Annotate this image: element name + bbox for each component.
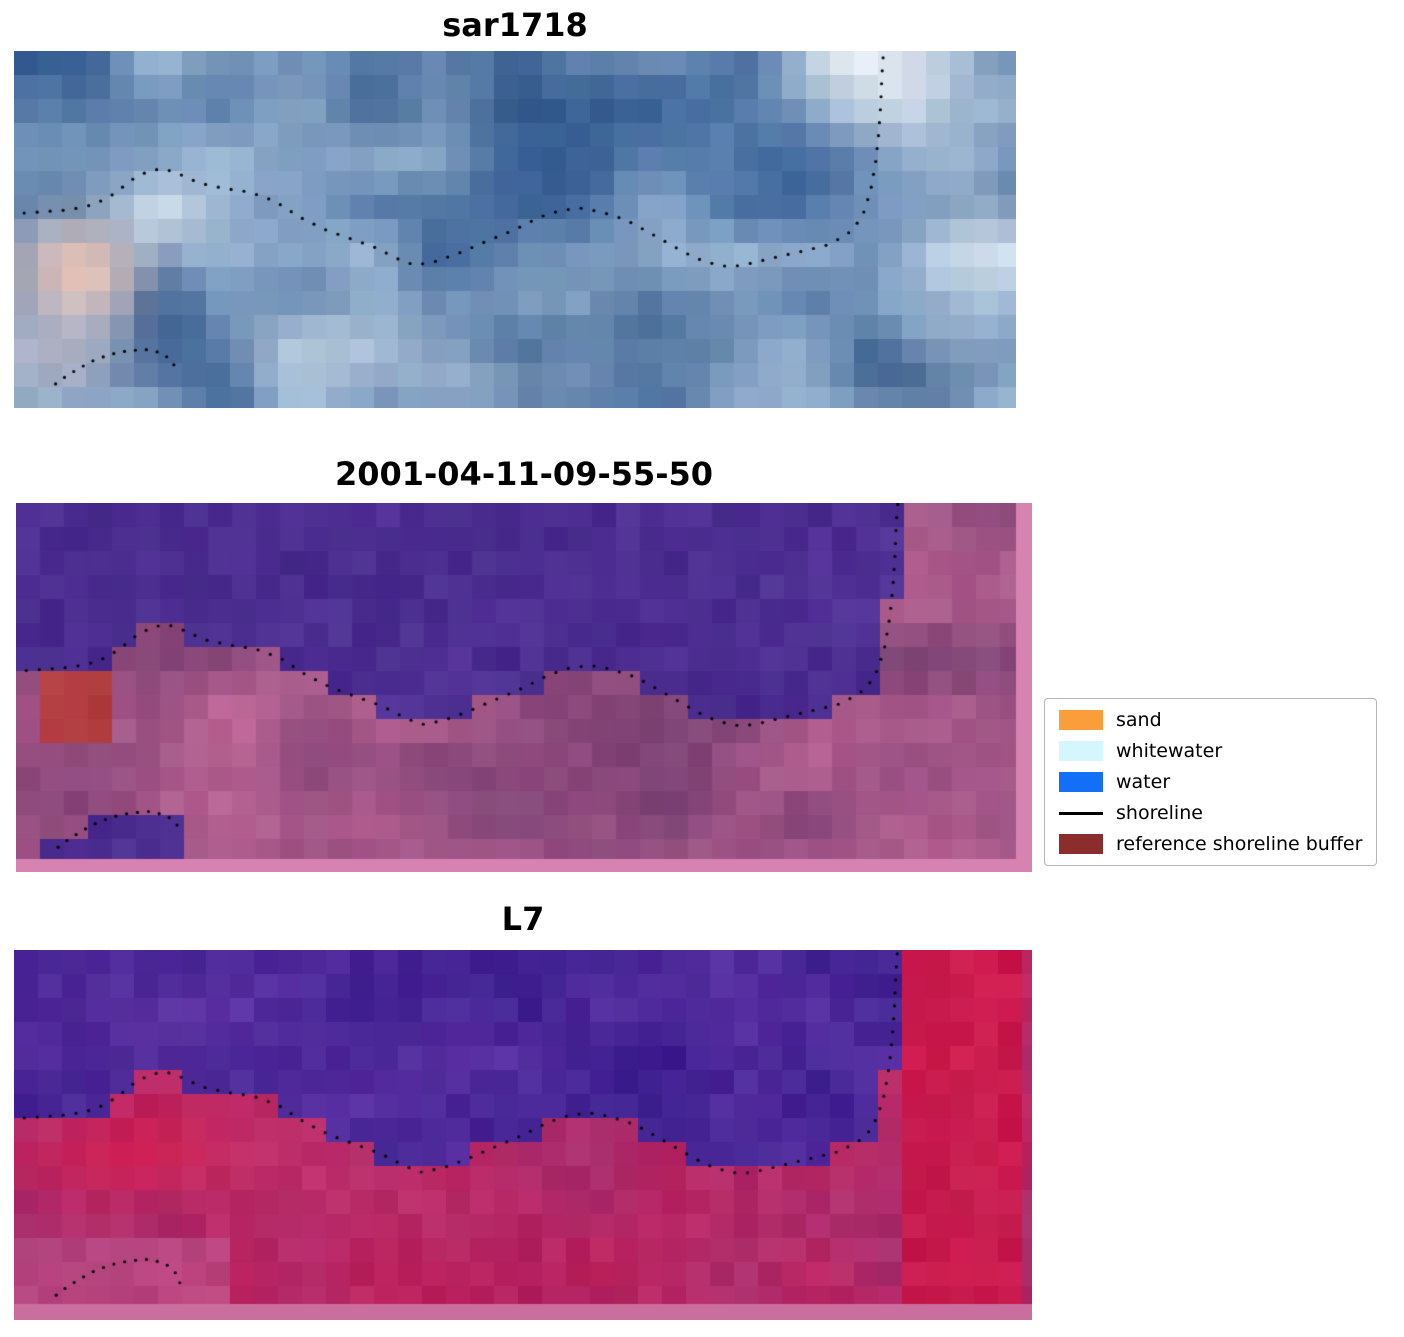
legend: sand whitewater water shoreline reference sh… — [1044, 698, 1378, 866]
legend-label: shoreline — [1116, 802, 1203, 824]
shoreline-line-swatch — [1059, 811, 1103, 815]
panel-canvas-1 — [16, 503, 1032, 872]
legend-item-reference-shoreline-buffer: reference shoreline buffer — [1059, 833, 1362, 855]
panel-canvas-2 — [14, 950, 1032, 1320]
panel-title-0: sar1718 — [442, 6, 588, 44]
whitewater-color-swatch — [1059, 741, 1103, 761]
panel-canvas-0 — [14, 51, 1016, 408]
reference-shoreline-buffer-color-swatch — [1059, 834, 1103, 854]
legend-label: water — [1116, 771, 1171, 793]
panel-title-1: 2001-04-11-09-55-50 — [334, 455, 714, 493]
legend-label: whitewater — [1116, 740, 1223, 762]
water-color-swatch — [1059, 772, 1103, 792]
legend-label: sand — [1116, 709, 1162, 731]
panel-title-2: L7 — [501, 900, 545, 938]
legend-item-water: water — [1059, 771, 1362, 793]
legend-item-sand: sand — [1059, 709, 1362, 731]
legend-label: reference shoreline buffer — [1116, 833, 1363, 855]
legend-item-whitewater: whitewater — [1059, 740, 1362, 762]
sand-color-swatch — [1059, 710, 1103, 730]
legend-item-shoreline: shoreline — [1059, 802, 1362, 824]
